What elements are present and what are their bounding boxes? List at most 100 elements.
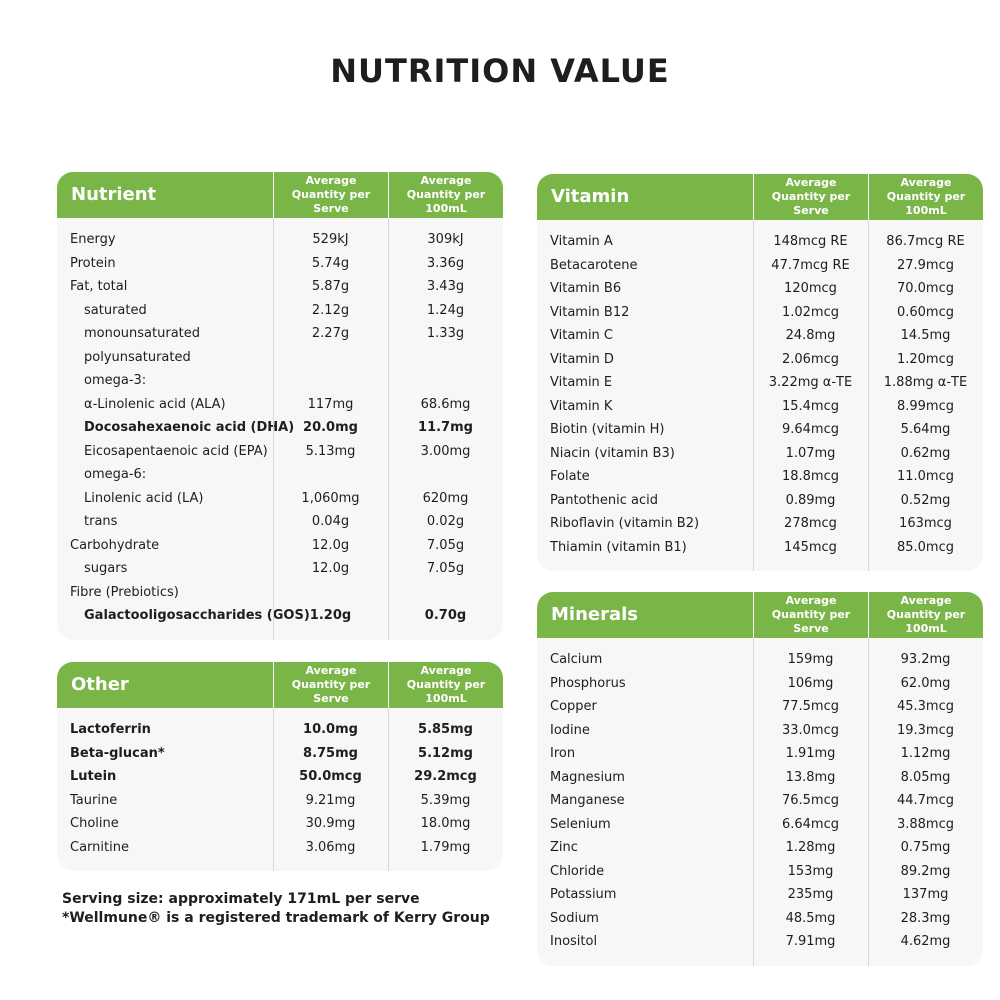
table-cell: 106mg: [787, 675, 834, 691]
table-cell: Manganese: [550, 793, 625, 809]
table-row: Sodium 48.5mg 28.3mg: [537, 907, 983, 931]
table-row: monounsaturated 2.27g 1.33g: [57, 322, 503, 346]
table-row: Vitamin B12 1.02mcg 0.60mcg: [537, 301, 983, 325]
table-cell: 0.70g: [424, 608, 467, 624]
table-row: omega-6:: [57, 463, 503, 487]
table-body: Calcium 159mg 93.2mg Phosphorus 106mg 62.0mg C…: [537, 638, 983, 966]
table-row: Energy 529kJ 309kJ: [57, 228, 503, 252]
table-cell: Folate: [550, 469, 590, 485]
column-header: Average Quantity per 100mL: [868, 592, 983, 638]
table-cell: 0.52mg: [900, 492, 951, 508]
table-row: omega-3:: [57, 369, 503, 393]
table-cell: 120mcg: [784, 281, 837, 297]
table-cell: sugars: [84, 561, 128, 577]
table-cell: 86.7mcg RE: [886, 234, 965, 250]
table-cell: 9.21mg: [305, 792, 356, 808]
table-cell: 0.04g: [311, 514, 350, 530]
table-cell: saturated: [84, 302, 147, 318]
table-cell: 5.13mg: [305, 443, 356, 459]
table-cell: 77.5mcg: [781, 699, 839, 715]
table-row: Zinc 1.28mg 0.75mg: [537, 836, 983, 860]
table-row: trans 0.04g 0.02g: [57, 510, 503, 534]
table-row: Iron 1.91mg 1.12mg: [537, 742, 983, 766]
table-row: α-Linolenic acid (ALA) 117mg 68.6mg: [57, 393, 503, 417]
table-cell: Selenium: [550, 816, 611, 832]
column-header: Average Quantity per 100mL: [388, 172, 503, 218]
table-cell: 145mcg: [784, 539, 837, 555]
table-cell: 1.24g: [426, 302, 465, 318]
table-cell: omega-3:: [84, 373, 147, 389]
table-cell: Riboflavin (vitamin B2): [550, 516, 700, 532]
table-cell: Niacin (vitamin B3): [550, 445, 675, 461]
nutrition-table: Nutrient Average Quantity per Serve Averag…: [57, 172, 503, 640]
table-cell: 5.87g: [311, 279, 350, 295]
table-cell: 70.0mcg: [896, 281, 954, 297]
column-header: Nutrient: [71, 184, 157, 205]
table-cell: Vitamin K: [550, 398, 613, 414]
table-cell: 3.22mg α-TE: [768, 375, 853, 391]
column-header: Average Quantity per Serve: [273, 172, 388, 218]
table-row: Potassium 235mg 137mg: [537, 883, 983, 907]
table-cell: 48.5mg: [785, 910, 836, 926]
table-row: Iodine 33.0mcg 19.3mcg: [537, 719, 983, 743]
table-cell: 0.60mcg: [896, 304, 954, 320]
table-cell: 12.0g: [311, 537, 350, 553]
table-row: Riboflavin (vitamin B2) 278mcg 163mcg: [537, 512, 983, 536]
table-cell: 1.33g: [426, 326, 465, 342]
table-cell: 47.7mcg RE: [771, 257, 850, 273]
table-cell: 1.20mcg: [896, 351, 954, 367]
table-row: Magnesium 13.8mg 8.05mg: [537, 766, 983, 790]
table-row: Chloride 153mg 89.2mg: [537, 860, 983, 884]
table-cell: 1.12mg: [900, 746, 951, 762]
table-row: Lactoferrin 10.0mg 5.85mg: [57, 718, 503, 742]
column-header: Average Quantity per Serve: [273, 662, 388, 708]
table-row: Galactooligosaccharides (GOS) 1.20g 0.70g: [57, 604, 503, 628]
table-cell: 5.64mg: [900, 422, 951, 438]
table-cell: 20.0mg: [303, 420, 358, 436]
table-cell: 278mcg: [784, 516, 837, 532]
table-cell: Sodium: [550, 910, 599, 926]
table-row: Vitamin A 148mcg RE 86.7mcg RE: [537, 230, 983, 254]
table-cell: Biotin (vitamin H): [550, 422, 665, 438]
table-cell: Thiamin (vitamin B1): [550, 539, 687, 555]
table-cell: 1.28mg: [785, 840, 836, 856]
table-row: Lutein 50.0mcg 29.2mcg: [57, 765, 503, 789]
table-cell: 33.0mcg: [781, 722, 839, 738]
column-header: Average Quantity per 100mL: [388, 662, 503, 708]
table-cell: 309kJ: [427, 232, 464, 248]
table-cell: 5.85mg: [418, 722, 473, 738]
table-row: Selenium 6.64mcg 3.88mcg: [537, 813, 983, 837]
table-cell: Zinc: [550, 840, 578, 856]
table-cell: 6.64mcg: [781, 816, 839, 832]
table-cell: 62.0mg: [900, 675, 951, 691]
table-row: Carbohydrate 12.0g 7.05g: [57, 534, 503, 558]
table-cell: 50.0mcg: [299, 769, 362, 785]
table-cell: 1.02mcg: [781, 304, 839, 320]
table-cell: Choline: [70, 816, 119, 832]
table-cell: 5.39mg: [420, 792, 471, 808]
table-cell: 0.75mg: [900, 840, 951, 856]
table-cell: 1.07mg: [785, 445, 836, 461]
table-cell: monounsaturated: [84, 326, 201, 342]
table-cell: Iron: [550, 746, 576, 762]
table-row: Vitamin B6 120mcg 70.0mcg: [537, 277, 983, 301]
table-row: Vitamin K 15.4mcg 8.99mcg: [537, 395, 983, 419]
table-cell: 85.0mcg: [896, 539, 954, 555]
table-cell: 0.62mg: [900, 445, 951, 461]
table-row: Vitamin E 3.22mg α-TE 1.88mg α-TE: [537, 371, 983, 395]
table-cell: Inositol: [550, 934, 598, 950]
table-row: Eicosapentaenoic acid (EPA) 5.13mg 3.00mg: [57, 440, 503, 464]
table-cell: 5.74g: [311, 255, 350, 271]
table-cell: 13.8mg: [785, 769, 836, 785]
table-row: Phosphorus 106mg 62.0mg: [537, 672, 983, 696]
table-cell: Pantothenic acid: [550, 492, 658, 508]
table-row: Linolenic acid (LA) 1,060mg 620mg: [57, 487, 503, 511]
table-row: Fibre (Prebiotics): [57, 581, 503, 605]
table-cell: 159mg: [787, 652, 834, 668]
table-header: Nutrient Average Quantity per Serve Averag…: [57, 172, 503, 218]
table-row: saturated 2.12g 1.24g: [57, 299, 503, 323]
table-cell: 45.3mcg: [896, 699, 954, 715]
table-row: Protein 5.74g 3.36g: [57, 252, 503, 276]
table-cell: 235mg: [787, 887, 834, 903]
table-cell: 76.5mcg: [781, 793, 839, 809]
